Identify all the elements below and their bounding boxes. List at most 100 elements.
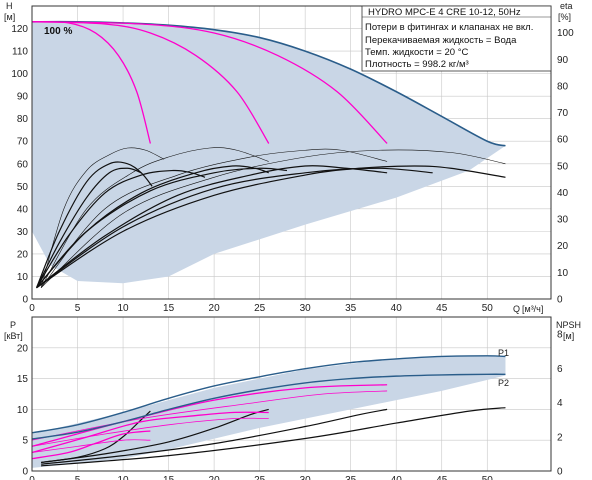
power-y-tick-label: 5 <box>22 436 28 447</box>
head-y2-tick-label: 20 <box>557 241 569 252</box>
p2-series-label: P2 <box>498 378 509 388</box>
head-x-tick-label: 10 <box>117 303 129 314</box>
head-y2-tick-label: 90 <box>557 55 569 66</box>
npsh-curve <box>41 408 269 464</box>
p1-curve <box>31 355 506 434</box>
head-y-tick-label: 90 <box>17 92 29 103</box>
head-y-tick-label: 20 <box>17 249 29 260</box>
pump-speed-curve <box>31 21 270 144</box>
power-speed-curve <box>31 430 151 460</box>
power-y2-tick-label: 8 <box>557 330 563 341</box>
head-tick-labels: 0 5 10 15 20 25 30 35 40 45 50 0 10 20 30 40 50 60 70 80 90 1… <box>11 24 574 314</box>
power-y2-tick-label: 0 <box>557 467 563 478</box>
npsh-axis-unit: [м] <box>563 331 574 341</box>
head-chart: 0 5 10 15 20 25 30 35 40 45 50 0 10 20 30 40 50 60 70 80 90 1… <box>4 1 574 314</box>
head-x-tick-label: 30 <box>300 303 312 314</box>
head-y-tick-label: 40 <box>17 204 29 215</box>
power-y-tick-label: 20 <box>17 343 29 354</box>
power-x-tick-label: 35 <box>345 475 357 480</box>
power-curves <box>31 355 506 467</box>
info-title: HYDRO MPC-E 4 CRE 10-12, 50Hz <box>368 7 521 18</box>
speed-100-percent-label: 100 % <box>44 26 72 37</box>
eta-thin-curve <box>40 149 506 288</box>
eta-curve <box>36 169 206 289</box>
head-y-tick-label: 10 <box>17 272 29 283</box>
power-x-tick-label: 40 <box>391 475 403 480</box>
power-x-tick-label: 5 <box>75 475 81 480</box>
head-axis-unit: [м] <box>4 12 15 22</box>
head-curves <box>31 20 506 289</box>
power-axis-unit: [кВт] <box>4 331 23 341</box>
power-speed-curve <box>31 411 269 454</box>
power-y2-tick-label: 6 <box>557 364 563 375</box>
eta-axis-label: eta <box>560 1 573 11</box>
head-y2-tick-label: 80 <box>557 81 569 92</box>
head-x-tick-label: 40 <box>391 303 403 314</box>
power-npsh-chart: 0 5 10 15 20 25 30 35 40 45 50 0 5 10 15 20 0 2 4 6 8 P [кВт… <box>4 316 581 480</box>
head-x-tick-label: 35 <box>345 303 357 314</box>
power-y2-tick-label: 2 <box>557 432 563 443</box>
head-y2-tick-label: 100 <box>557 28 574 39</box>
head-x-tick-label: 20 <box>209 303 221 314</box>
head-y2-tick-label: 70 <box>557 108 569 119</box>
power-y-tick-label: 15 <box>17 374 29 385</box>
power-axis-label: P <box>10 320 16 330</box>
npsh-curve <box>41 407 506 467</box>
head-y-tick-label: 60 <box>17 159 29 170</box>
info-line-fittings: Потери в фитингах и клапанах не вкл. <box>365 22 533 33</box>
power-y-tick-label: 10 <box>17 405 29 416</box>
power-x-tick-label: 25 <box>254 475 266 480</box>
info-line-temperature: Темп. жидкости = 20 °C <box>365 47 468 58</box>
npsh-axis-label: NPSH <box>556 320 581 330</box>
head-axis-label: H <box>6 1 13 11</box>
head-x-tick-label: 50 <box>482 303 494 314</box>
eta-axis-unit: [%] <box>558 12 571 22</box>
head-x-tick-label: 25 <box>254 303 266 314</box>
eta-curve <box>36 167 287 289</box>
flow-axis-label: Q <box>513 304 520 314</box>
eta-curve <box>36 165 388 289</box>
head-y-tick-label: 50 <box>17 182 29 193</box>
eta-curve <box>36 167 433 289</box>
head-y2-tick-label: 60 <box>557 135 569 146</box>
eta-thin-curve <box>40 147 269 288</box>
eta-curve <box>36 165 506 289</box>
power-x-tick-label: 30 <box>300 475 312 480</box>
power-thin-curve <box>31 417 269 447</box>
flow-axis-unit: [м³/ч] <box>522 304 543 314</box>
head-x-tick-label: 45 <box>436 303 448 314</box>
power-y-tick-label: 0 <box>22 467 28 478</box>
eta-thin-curve <box>40 148 388 288</box>
info-line-density: Плотность = 998.2 кг/м³ <box>365 59 469 70</box>
head-x-tick-label: 0 <box>29 303 35 314</box>
power-thin-curve <box>31 439 151 453</box>
power-thin-curve <box>31 390 388 441</box>
eta-thin-curve <box>40 147 165 288</box>
head-y-tick-label: 100 <box>11 69 28 80</box>
head-plot-border <box>31 5 552 300</box>
head-y-tick-label: 80 <box>17 114 29 125</box>
head-y2-tick-label: 30 <box>557 215 569 226</box>
power-x-tick-label: 15 <box>163 475 175 480</box>
power-y2-tick-label: 4 <box>557 398 563 409</box>
power-x-tick-label: 20 <box>209 475 221 480</box>
p1-series-label: P1 <box>498 348 509 358</box>
head-y2-tick-label: 40 <box>557 188 569 199</box>
p2-curve <box>31 373 506 440</box>
head-y-tick-label: 0 <box>22 295 28 306</box>
eta-curve <box>36 167 142 289</box>
power-x-tick-label: 0 <box>29 475 35 480</box>
head-y-tick-label: 110 <box>12 47 28 58</box>
power-tick-labels: 0 5 10 15 20 25 30 35 40 45 50 0 5 10 15 20 0 2 4 6 8 <box>17 330 563 480</box>
head-y-tick-label: 70 <box>17 137 29 148</box>
npsh-curve <box>41 408 388 465</box>
head-x-tick-label: 5 <box>75 303 81 314</box>
power-x-tick-label: 50 <box>482 475 494 480</box>
info-box: HYDRO MPC-E 4 CRE 10-12, 50Hz Потери в ф… <box>361 5 552 72</box>
head-x-tick-label: 15 <box>163 303 175 314</box>
head-y-tick-label: 120 <box>11 24 28 35</box>
power-x-tick-label: 10 <box>117 475 129 480</box>
power-x-tick-label: 45 <box>436 475 448 480</box>
head-y-tick-label: 30 <box>17 227 29 238</box>
